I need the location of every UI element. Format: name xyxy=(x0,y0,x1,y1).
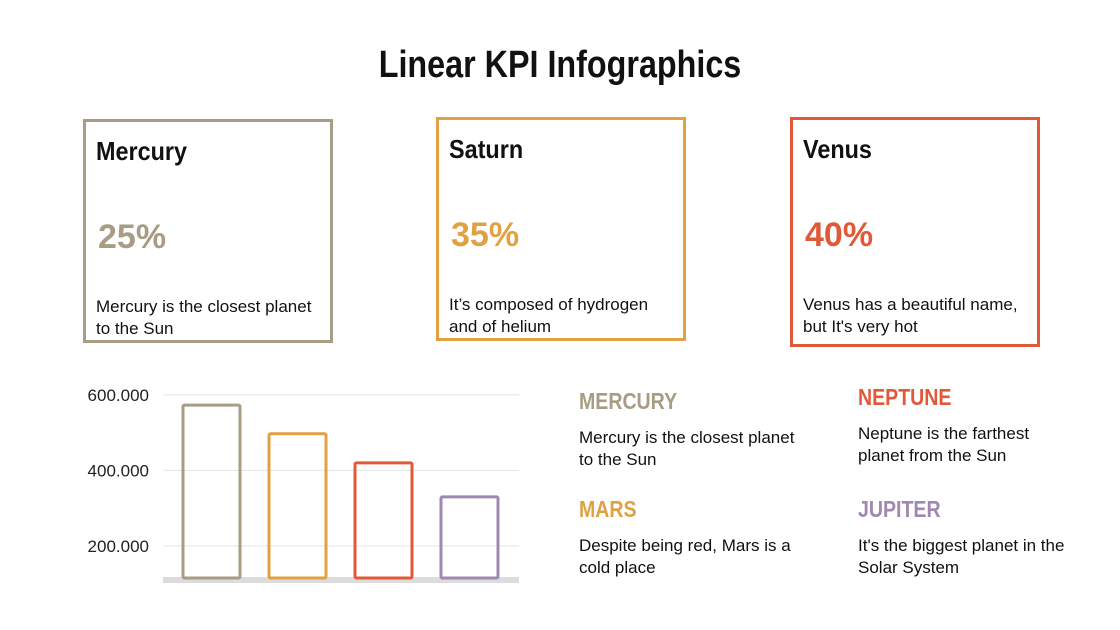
legend-description: Despite being red, Mars is a cold place xyxy=(579,536,791,577)
bar xyxy=(353,461,414,580)
legend-item-neptune: NEPTUNE Neptune is the farthest planet f… xyxy=(858,384,1078,467)
card-title: Saturn xyxy=(449,134,524,164)
legend-description: Mercury is the closest planet to the Sun xyxy=(579,428,795,469)
legend-description: It's the biggest planet in the Solar Sys… xyxy=(858,536,1065,577)
bar xyxy=(439,495,500,580)
legend-item-jupiter: JUPITER It's the biggest planet in the S… xyxy=(858,496,1078,579)
y-tick-label: 400.000 xyxy=(88,461,149,480)
x-axis xyxy=(163,577,519,583)
card-description: Venus has a beautiful name, but It's ver… xyxy=(803,295,1018,336)
legend-title: MERCURY xyxy=(579,388,678,414)
card-description: It’s composed of hydrogen and of helium xyxy=(449,295,649,336)
legend-item-mercury: MERCURY Mercury is the closest planet to… xyxy=(579,388,799,471)
legend-description: Neptune is the farthest planet from the … xyxy=(858,424,1030,465)
bar xyxy=(181,403,242,580)
card-description: Mercury is the closest planet to the Sun xyxy=(96,297,312,338)
y-tick-label: 200.000 xyxy=(88,537,149,556)
legend-title: MARS xyxy=(579,496,637,522)
kpi-card-mercury: Mercury 25% Mercury is the closest plane… xyxy=(83,119,333,343)
legend-item-mars: MARS Despite being red, Mars is a cold p… xyxy=(579,496,799,579)
page-title: Linear KPI Infographics xyxy=(378,44,742,86)
bar xyxy=(267,432,328,580)
kpi-card-venus: Venus 40% Venus has a beautiful name, bu… xyxy=(790,117,1040,347)
kpi-card-saturn: Saturn 35% It’s composed of hydrogen and… xyxy=(436,117,686,341)
card-title: Venus xyxy=(803,134,872,164)
card-percent: 35% xyxy=(451,216,520,254)
y-tick-label: 600.000 xyxy=(88,386,149,405)
card-percent: 25% xyxy=(98,218,167,256)
card-title: Mercury xyxy=(96,136,188,166)
legend-title: JUPITER xyxy=(858,496,941,522)
legend-title: NEPTUNE xyxy=(858,384,952,410)
card-percent: 40% xyxy=(805,216,874,254)
